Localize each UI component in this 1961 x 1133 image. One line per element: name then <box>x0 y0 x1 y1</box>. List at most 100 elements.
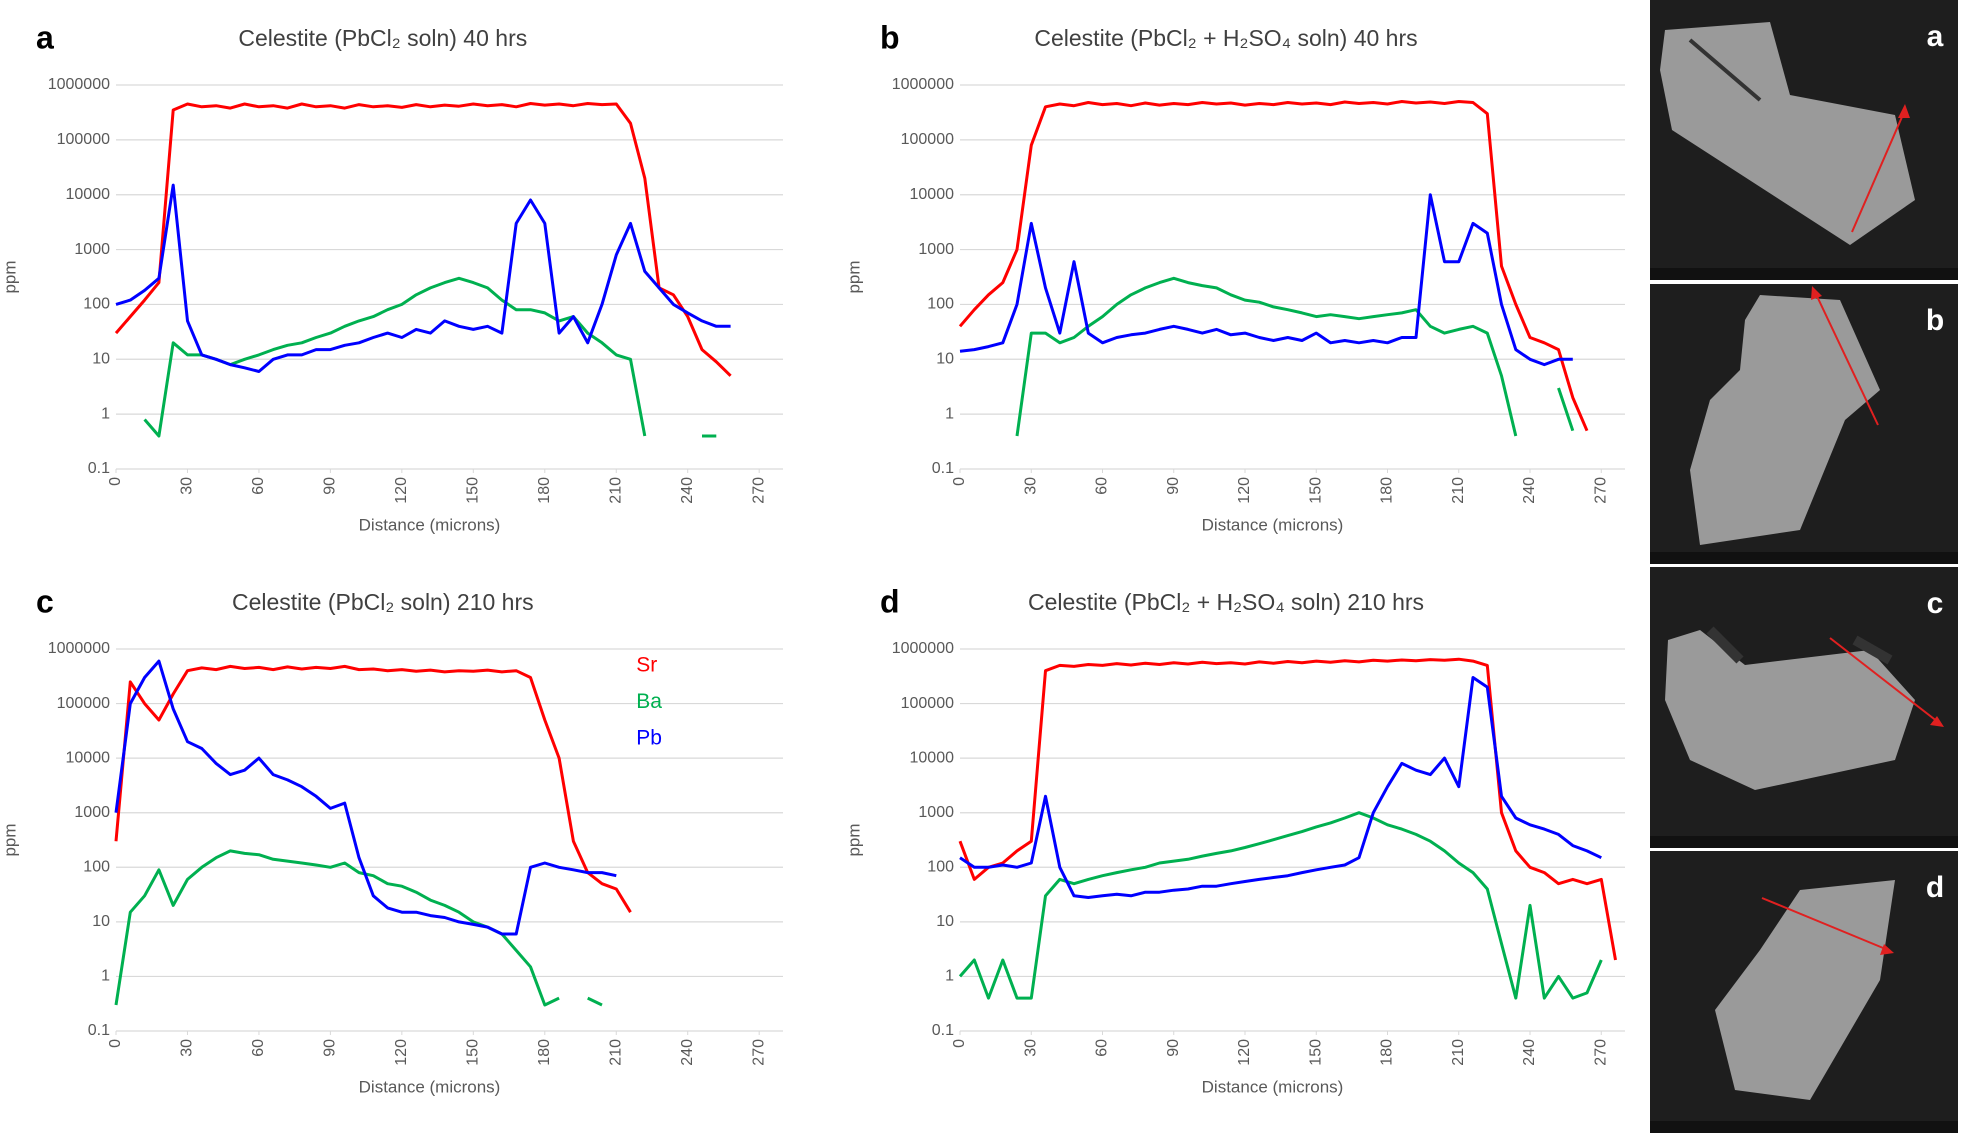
crystal <box>1660 22 1915 245</box>
x-tick-label: 270 <box>750 477 767 504</box>
series-line <box>1015 276 1575 437</box>
x-tick-label: 30 <box>179 477 196 495</box>
y-tick-label: 100000 <box>57 131 110 148</box>
crack <box>1688 38 1762 102</box>
legend-label: Sr <box>636 654 657 677</box>
y-tick-label: 1 <box>101 968 110 985</box>
y-tick-label: 100000 <box>901 695 954 712</box>
arrow-head <box>1930 716 1944 727</box>
arrow-head <box>1898 104 1910 118</box>
image-label: a <box>1927 20 1944 53</box>
series-line <box>114 659 617 936</box>
profile-arrow <box>1761 897 1889 951</box>
y-tick-label: 10000 <box>66 749 111 766</box>
y-tick-label: 100000 <box>57 695 110 712</box>
x-axis-label: Distance (microns) <box>359 515 501 534</box>
x-tick-label: 180 <box>1379 477 1396 504</box>
x-tick-label: 210 <box>607 1039 624 1066</box>
x-tick-label: 30 <box>1022 1039 1039 1057</box>
image-label: b <box>1926 304 1944 337</box>
y-tick-label: 1000 <box>918 804 954 821</box>
x-tick-label: 30 <box>1022 477 1039 495</box>
y-tick-label: 1000000 <box>48 640 110 657</box>
image-label: d <box>1926 871 1944 904</box>
x-tick-label: 240 <box>1521 1039 1538 1066</box>
sem-panels <box>1650 0 1958 1133</box>
y-tick-label: 100 <box>927 859 954 876</box>
y-tick-label: 0.1 <box>932 1022 954 1039</box>
y-tick-label: 10 <box>92 913 110 930</box>
chart: c Celestite (PbCl₂ soln) 210 hrs 0.1 1 10 100… <box>0 583 783 1096</box>
chart: d Celestite (PbCl₂ + H₂SO₄ soln) 210 hrs 0… <box>844 583 1625 1096</box>
x-tick-label: 210 <box>1450 477 1467 504</box>
x-tick-label: 240 <box>679 1039 696 1066</box>
x-tick-label: 210 <box>607 477 624 504</box>
series-line <box>114 102 732 377</box>
y-tick-label: 0.1 <box>932 460 954 477</box>
crystal <box>1690 295 1880 545</box>
x-axis-label: Distance (microns) <box>359 1077 501 1096</box>
y-tick-label: 1000 <box>74 241 110 258</box>
panel-label: d <box>880 583 900 619</box>
x-tick-label: 270 <box>1592 1039 1609 1066</box>
x-tick-label: 60 <box>1094 477 1111 495</box>
x-tick-label: 120 <box>1236 1039 1253 1066</box>
y-tick-label: 0.1 <box>88 1022 110 1039</box>
x-tick-label: 270 <box>1592 477 1609 504</box>
x-axis-label: Distance (microns) <box>1202 515 1344 534</box>
x-tick-label: 0 <box>951 477 968 486</box>
y-axis-label: ppm <box>0 260 19 293</box>
scale-bar-strip <box>1650 836 1958 848</box>
x-tick-label: 0 <box>951 1039 968 1048</box>
x-tick-label: 90 <box>1165 477 1182 495</box>
x-tick-label: 90 <box>322 477 339 495</box>
legend-label: Ba <box>636 690 662 713</box>
x-tick-label: 180 <box>536 477 553 504</box>
x-tick-label: 150 <box>1307 477 1324 504</box>
y-tick-label: 10 <box>936 913 954 930</box>
x-tick-label: 0 <box>107 1039 124 1048</box>
x-tick-label: 180 <box>536 1039 553 1066</box>
series-line <box>959 676 1602 899</box>
x-tick-label: 90 <box>322 1039 339 1057</box>
x-tick-label: 270 <box>750 1039 767 1066</box>
y-tick-label: 10000 <box>910 186 955 203</box>
chart-title: Celestite (PbCl₂ + H₂SO₄ soln) 210 hrs <box>1028 589 1424 615</box>
chart: a Celestite (PbCl₂ soln) 40 hrs 0.1 1 10 100 1… <box>0 19 783 534</box>
legend-label: Pb <box>636 727 662 750</box>
series-line <box>115 183 731 373</box>
x-tick-label: 150 <box>465 1039 482 1066</box>
chart-title: Celestite (PbCl₂ soln) 40 hrs <box>238 25 527 51</box>
x-axis-label: Distance (microns) <box>1202 1077 1344 1096</box>
series-line <box>114 664 632 913</box>
x-tick-label: 60 <box>250 1039 267 1057</box>
x-tick-label: 120 <box>1236 477 1253 504</box>
y-axis-label: ppm <box>0 823 19 856</box>
x-tick-label: 150 <box>1307 1039 1324 1066</box>
series-line <box>958 811 1603 1000</box>
arrow-head <box>1880 944 1894 955</box>
x-tick-label: 210 <box>1450 1039 1467 1066</box>
y-tick-label: 0.1 <box>88 460 110 477</box>
scale-bar-strip <box>1650 268 1958 280</box>
x-tick-label: 240 <box>679 477 696 504</box>
y-tick-label: 10 <box>92 351 110 368</box>
y-tick-label: 10000 <box>66 186 111 203</box>
y-tick-label: 1000000 <box>892 640 954 657</box>
y-tick-label: 1000 <box>918 241 954 258</box>
chart-title: Celestite (PbCl₂ + H₂SO₄ soln) 40 hrs <box>1034 25 1417 51</box>
y-tick-label: 1 <box>945 968 954 985</box>
x-tick-label: 60 <box>250 477 267 495</box>
series-line <box>958 657 1617 961</box>
y-tick-label: 1000000 <box>892 76 954 93</box>
y-tick-label: 10 <box>936 351 954 368</box>
panel-label: a <box>36 19 54 55</box>
y-tick-label: 1000000 <box>48 76 110 93</box>
y-tick-label: 1000 <box>74 804 110 821</box>
y-tick-label: 100 <box>83 859 110 876</box>
y-tick-label: 100 <box>83 296 110 313</box>
x-tick-label: 120 <box>393 1039 410 1066</box>
x-tick-label: 120 <box>393 477 410 504</box>
